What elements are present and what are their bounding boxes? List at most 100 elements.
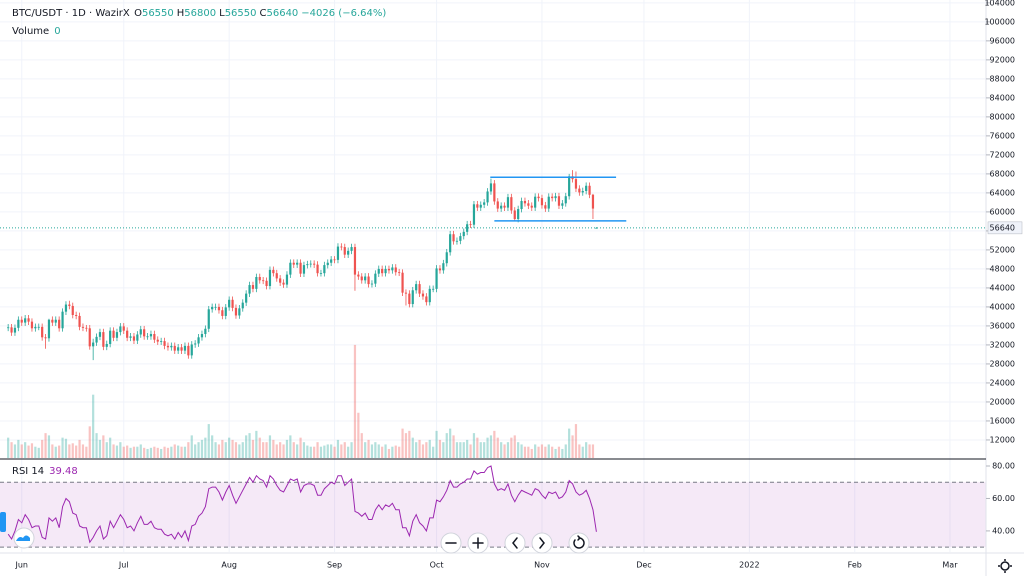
- candle-body: [428, 288, 431, 303]
- candle-body: [336, 246, 340, 260]
- rsi-header: RSI 14 39.48: [12, 466, 78, 477]
- candle-body: [302, 265, 306, 274]
- x-tick-label: Aug: [221, 561, 237, 570]
- candle-body: [364, 276, 367, 281]
- volume-bar: [248, 433, 251, 458]
- candle-body: [568, 176, 571, 197]
- y-tick-label: 68000: [990, 169, 1015, 178]
- candle-body: [289, 262, 292, 275]
- candle-body: [574, 179, 578, 189]
- ohlc-value: 56550: [225, 8, 257, 19]
- scroll-left-button[interactable]: [504, 532, 526, 554]
- volume-bar: [370, 444, 374, 458]
- candle-body: [37, 326, 40, 328]
- scroll-right-button[interactable]: [531, 532, 553, 554]
- candle-body: [377, 268, 380, 274]
- candle-body: [24, 318, 27, 323]
- volume-bar: [194, 444, 197, 458]
- volume-bar: [88, 426, 91, 458]
- zoom-out-button[interactable]: [440, 532, 462, 554]
- volume-bar: [200, 439, 204, 458]
- candle-body: [421, 293, 425, 297]
- candle-body: [534, 196, 537, 208]
- volume-bar: [81, 444, 85, 458]
- volume-bar: [506, 442, 510, 458]
- volume-bar: [98, 439, 102, 458]
- volume-bar: [411, 437, 414, 458]
- volume-bar: [115, 445, 119, 458]
- candle-body: [156, 339, 159, 342]
- candle-body: [214, 306, 217, 308]
- candle-body: [207, 309, 210, 329]
- overlay-layer: [0, 176, 986, 544]
- volume-bar: [122, 446, 125, 458]
- volume-bar: [299, 437, 302, 458]
- volume-bar: [459, 442, 462, 458]
- candle-body: [357, 274, 360, 277]
- volume-bar: [578, 444, 581, 458]
- volume-bar: [177, 445, 180, 458]
- candle-body: [527, 203, 530, 206]
- candle-body: [10, 327, 13, 333]
- rsi-name: RSI 14: [12, 466, 44, 477]
- candle-body: [367, 276, 370, 285]
- volume-bar: [523, 446, 527, 458]
- candle-body: [262, 280, 265, 282]
- volume-bar: [336, 439, 340, 458]
- volume-bar: [357, 412, 360, 458]
- volume-bar: [41, 439, 44, 458]
- volume-layer: [7, 344, 595, 458]
- candle-body: [279, 278, 282, 283]
- candle-body: [459, 236, 462, 241]
- x-tick-label: Jun: [15, 561, 29, 570]
- volume-bar: [204, 437, 207, 458]
- x-tick-label: 2022: [739, 561, 759, 570]
- candle-body: [54, 319, 57, 323]
- candle-body: [183, 345, 187, 351]
- volume-bar: [34, 446, 37, 458]
- candle-body: [408, 293, 411, 305]
- volume-bar: [54, 446, 57, 458]
- candle-body: [180, 347, 183, 351]
- volume-bar: [340, 444, 343, 458]
- candle-body: [92, 342, 95, 347]
- candle-body: [197, 337, 200, 344]
- y-tick-label: 60000: [990, 207, 1015, 216]
- volume-bar: [221, 439, 224, 458]
- grid: [0, 0, 986, 552]
- x-tick-label: Feb: [848, 561, 862, 570]
- candle-body: [20, 319, 23, 323]
- volume-bar: [530, 448, 533, 458]
- candle-body: [245, 293, 248, 303]
- y-tick-label: 92000: [990, 55, 1015, 64]
- zoom-in-button[interactable]: [467, 532, 489, 554]
- volume-bar: [360, 433, 363, 458]
- settings-button[interactable]: [998, 559, 1012, 573]
- candle-body: [411, 290, 414, 305]
- reset-button[interactable]: [568, 532, 590, 554]
- x-tick-label: Oct: [430, 561, 444, 570]
- volume-bar: [238, 444, 241, 458]
- volume-bar: [353, 344, 357, 458]
- last-price-box: [987, 221, 1023, 235]
- candle-body: [493, 183, 496, 202]
- candle-body: [425, 296, 428, 303]
- candle-body: [483, 202, 486, 205]
- candle-body: [166, 345, 170, 348]
- volume-label: Volume: [12, 26, 49, 37]
- candle-body: [452, 234, 455, 242]
- candle-body: [248, 285, 251, 294]
- candle-body: [149, 333, 153, 337]
- ohlc-label: H: [177, 8, 185, 19]
- volume-bar: [180, 446, 183, 458]
- volume-bar: [58, 445, 61, 458]
- side-tab[interactable]: [0, 512, 6, 532]
- volume-bar: [143, 447, 146, 458]
- candle-body: [544, 205, 547, 209]
- candle-body: [540, 198, 544, 206]
- candle-body: [585, 185, 588, 191]
- volume-bar: [139, 444, 142, 458]
- candle-body: [187, 345, 190, 356]
- candle-body: [139, 329, 142, 335]
- volume-bar: [398, 446, 401, 458]
